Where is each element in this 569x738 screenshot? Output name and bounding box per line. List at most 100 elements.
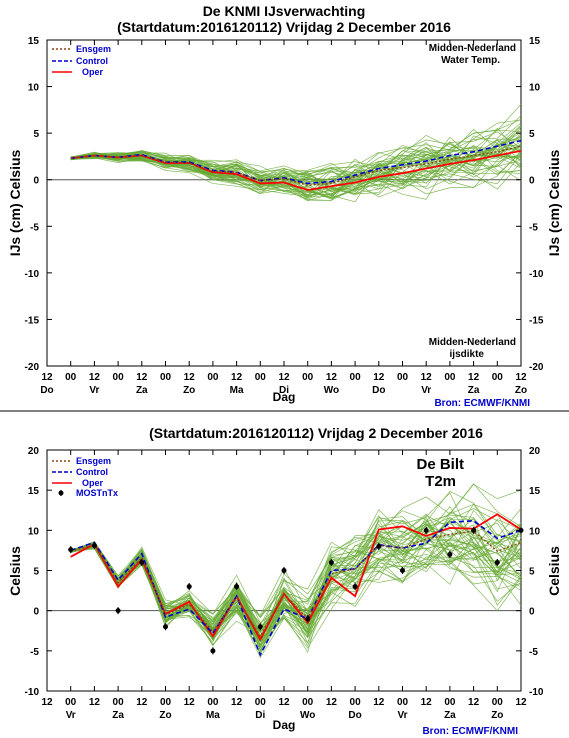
x-hour-label: 12 — [373, 697, 385, 708]
mostntx-dot — [257, 624, 263, 630]
chart2-legend-mostntx: MOSTnTx — [76, 488, 118, 498]
x-hour-label: 00 — [302, 372, 314, 383]
chart2-legend-control: Control — [76, 467, 108, 477]
y-tick-label-left: -10 — [25, 687, 40, 698]
x-hour-label: 12 — [136, 372, 148, 383]
chart1-series — [70, 139, 522, 191]
mostntx-dot — [400, 568, 405, 573]
x-hour-label: 12 — [231, 697, 243, 708]
mostntx-point — [115, 607, 121, 615]
mostntx-point — [423, 526, 429, 534]
mostntx-point — [376, 542, 382, 550]
y-tick-label-right: 15 — [529, 486, 541, 497]
x-day-label: Wo — [300, 710, 315, 721]
y-tick-label-left: -20 — [25, 362, 40, 373]
mostntx-dot — [328, 559, 334, 565]
x-day-label: Di — [255, 710, 265, 721]
y-tick-label-left: -5 — [30, 647, 39, 658]
mostntx-dot — [234, 584, 240, 590]
chart2-xlabel: Dag — [273, 718, 296, 732]
t2m-forecast-panel: (Startdatum:2016120112) Vrijdag 2 Decemb… — [7, 425, 562, 737]
mostntx-point — [186, 583, 192, 591]
x-hour-label: 12 — [515, 372, 527, 383]
x-hour-label: 12 — [515, 697, 527, 708]
x-day-label: Za — [112, 710, 124, 721]
x-hour-label: 00 — [207, 372, 219, 383]
x-hour-label: 00 — [65, 372, 77, 383]
chart2-annotation-top-1: De Bilt — [416, 456, 464, 473]
y-tick-label-left: 10 — [28, 526, 40, 537]
y-tick-label-right: 20 — [529, 446, 541, 457]
mostntx-point — [305, 615, 311, 623]
chart1-legend-oper: Oper — [82, 67, 104, 77]
x-hour-label: 12 — [278, 697, 290, 708]
y-tick-label-left: 5 — [33, 129, 39, 140]
x-day-label: Za — [444, 710, 456, 721]
mostntx-dot — [91, 543, 97, 549]
x-hour-label: 12 — [41, 697, 53, 708]
x-hour-label: 00 — [113, 697, 125, 708]
x-hour-label: 12 — [184, 372, 196, 383]
mostntx-dot — [139, 559, 145, 565]
x-hour-label: 00 — [207, 697, 219, 708]
chart2-legend-ensgem: Ensgem — [76, 456, 111, 466]
chart2-title: (Startdatum:2016120112) Vrijdag 2 Decemb… — [149, 425, 483, 441]
mostntx-point — [257, 623, 263, 631]
mostntx-dot — [305, 616, 311, 622]
y-tick-label-left: -5 — [30, 222, 39, 233]
x-day-label: Ma — [206, 710, 220, 721]
chart2-legend: Ensgem Control Oper MOSTnTx — [52, 456, 118, 498]
y-tick-label-right: 10 — [529, 526, 541, 537]
x-day-label: Do — [40, 385, 53, 396]
y-tick-label-left: 0 — [33, 176, 39, 187]
x-hour-label: 12 — [136, 697, 148, 708]
mostntx-point — [352, 583, 358, 591]
x-hour-label: 00 — [302, 697, 314, 708]
x-day-label: Zo — [515, 385, 527, 396]
x-hour-label: 12 — [278, 372, 290, 383]
y-tick-label-left: 5 — [33, 567, 39, 578]
y-tick-label-left: -10 — [25, 269, 40, 280]
chart2-series — [68, 513, 524, 657]
chart2-legend-mostntx-marker — [58, 490, 64, 496]
x-hour-label: 00 — [444, 372, 456, 383]
x-hour-label: 12 — [41, 372, 53, 383]
y-tick-label-left: 15 — [28, 36, 40, 47]
x-day-label: Wo — [324, 385, 339, 396]
chart1-source: Bron: ECMWF/KNMI — [434, 398, 530, 409]
ensemble-member-line — [70, 136, 522, 195]
mostntx-point — [234, 583, 240, 591]
chart1-annotation-bottom-2: ijsdikte — [450, 349, 485, 360]
x-hour-label: 00 — [492, 697, 504, 708]
x-hour-label: 12 — [421, 697, 433, 708]
x-hour-label: 00 — [255, 372, 267, 383]
y-tick-label-right: -10 — [529, 269, 544, 280]
series-ensgem-line — [70, 530, 522, 638]
y-tick-label-left: -15 — [25, 315, 40, 326]
x-day-label: Vr — [66, 710, 76, 721]
x-day-label: Ma — [230, 385, 244, 396]
ensemble-member-line — [70, 541, 522, 646]
x-hour-label: 12 — [89, 697, 101, 708]
chart1-legend-control: Control — [76, 56, 108, 66]
x-day-label: Vr — [89, 385, 99, 396]
ensemble-member-line — [70, 145, 522, 193]
chart2-ylabel-left: Celsius — [7, 546, 23, 596]
y-tick-label-right: -5 — [529, 647, 538, 658]
ensemble-member-line — [70, 155, 522, 200]
mostntx-dot — [281, 568, 287, 573]
chart1-ylabel-right: IJs (cm) Celsius — [546, 149, 562, 256]
y-tick-label-right: -10 — [529, 687, 544, 698]
chart2-legend-oper: Oper — [82, 478, 104, 488]
x-day-label: Do — [372, 385, 385, 396]
chart2-source: Bron: ECMWF/KNMI — [422, 726, 518, 737]
chart1-legend-ensgem: Ensgem — [76, 44, 111, 54]
mostntx-point — [139, 558, 145, 566]
chart1-annotation-bottom-1: Midden-Nederland — [429, 337, 516, 348]
y-tick-label-right: 5 — [529, 129, 535, 140]
y-tick-label-right: -15 — [529, 315, 544, 326]
x-hour-label: 00 — [444, 697, 456, 708]
x-day-label: Vr — [397, 710, 407, 721]
